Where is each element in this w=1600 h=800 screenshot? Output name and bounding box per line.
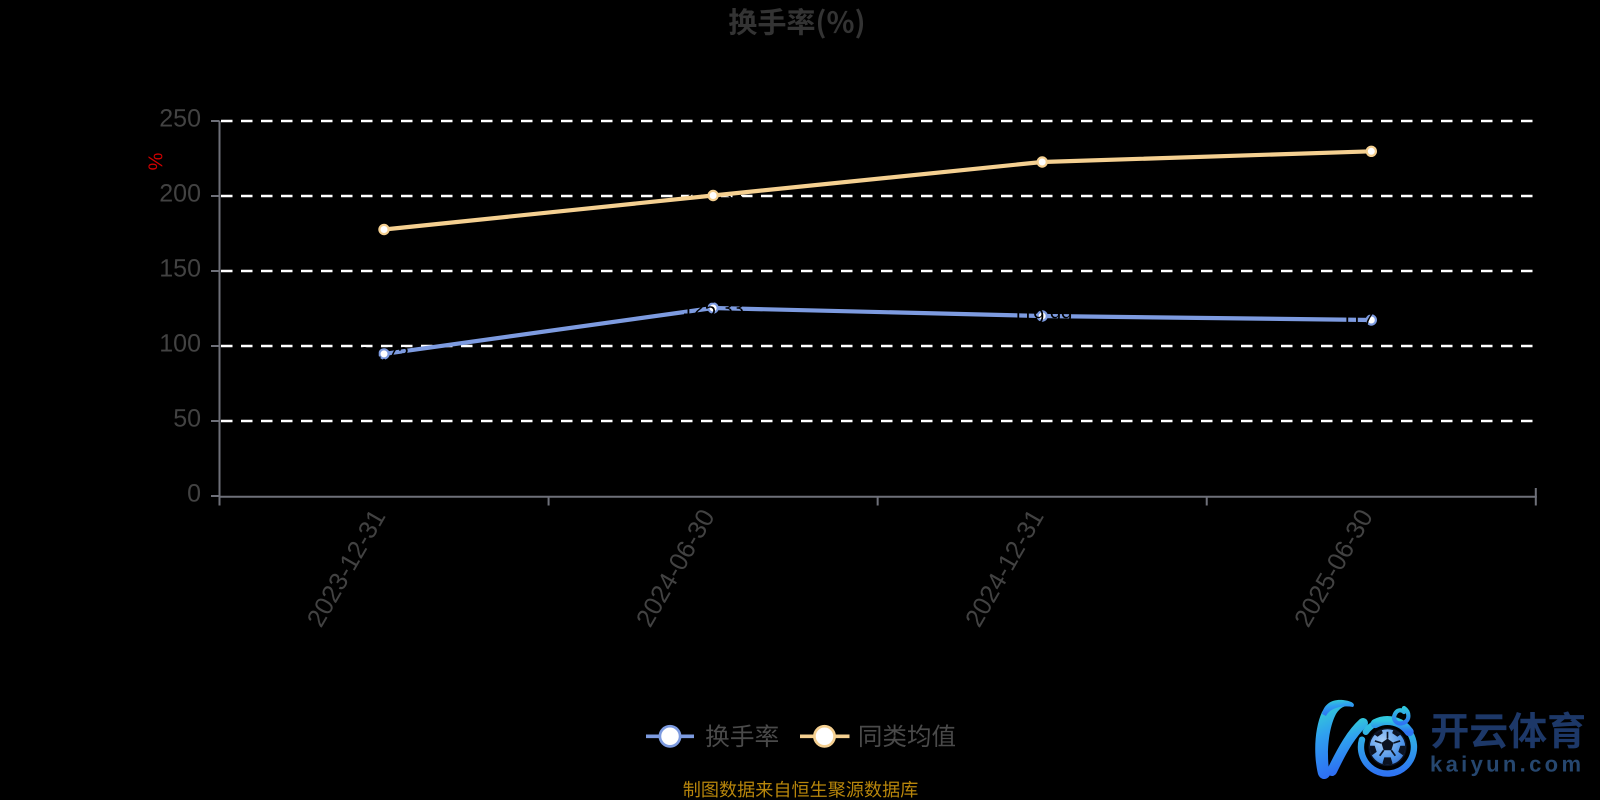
svg-text:%: % (144, 153, 166, 171)
svg-text:150: 150 (159, 255, 201, 283)
svg-text:94.73: 94.73 (359, 344, 409, 366)
svg-text:50: 50 (173, 405, 201, 433)
svg-text:125.33: 125.33 (683, 298, 744, 320)
svg-text:kaiyun.com: kaiyun.com (1430, 752, 1583, 777)
svg-text:119.99: 119.99 (1012, 306, 1072, 328)
svg-text:0: 0 (187, 480, 201, 508)
svg-text:250: 250 (159, 105, 201, 133)
svg-text:117.34: 117.34 (1341, 310, 1401, 332)
svg-text:200: 200 (159, 180, 201, 208)
svg-text:100: 100 (159, 330, 201, 358)
